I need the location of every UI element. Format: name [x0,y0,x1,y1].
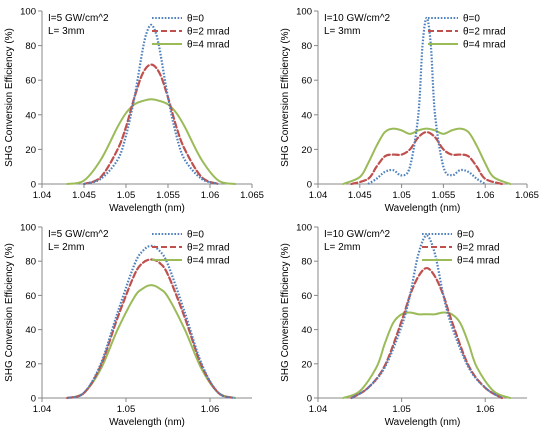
x-tick-label: 1.055 [432,190,456,201]
x-axis-label: Wavelength (nm) [109,417,185,428]
legend-label: θ=2 mrad [187,27,230,38]
x-tick-label: 1.055 [156,190,180,201]
y-tick-label: 20 [25,359,36,370]
panel-annotation: I=5 GW/cm^2 [48,229,109,240]
panel-annotation: L= 2mm [48,242,84,253]
y-tick-label: 40 [25,325,36,336]
chart-panel-3: 0 20 40 60 80 100 1.04 1.05 1.06 Wavelength (nm) S… [4,223,252,428]
legend-label: θ=2 mrad [187,243,230,254]
panel-annotation: L= 3mm [48,26,84,37]
panel-annotation: I=10 GW/cm^2 [324,229,391,240]
series-line-3 [342,311,512,399]
x-tick-label: 1.06 [476,404,495,415]
legend-label: θ=4 mrad [187,40,230,51]
y-axis-label: SHG Conversion Efficiency (%) [4,243,15,382]
panel-annotation: I=10 GW/cm^2 [324,13,391,24]
y-tick-label: 40 [25,110,36,121]
series-line-2 [350,266,504,400]
series-line-2 [66,258,237,400]
y-tick-label: 100 [20,7,36,18]
x-tick-label: 1.06 [476,190,495,201]
series-line-2 [82,63,220,186]
y-axis-label: SHG Conversion Efficiency (%) [280,28,291,167]
x-axis-label: Wavelength (nm) [109,203,185,214]
legend-label: θ=4 mrad [187,256,230,267]
x-tick-label: 1.065 [240,190,264,201]
y-tick-label: 0 [31,180,36,191]
x-tick-label: 1.04 [309,190,328,201]
x-tick-label: 1.045 [348,190,372,201]
series-line-1 [83,23,219,186]
x-tick-label: 1.05 [117,404,136,415]
y-tick-label: 80 [301,257,312,268]
y-tick-label: 100 [296,223,312,234]
x-tick-label: 1.04 [33,190,52,201]
y-tick-label: 0 [31,394,36,405]
y-tick-label: 80 [25,41,36,52]
y-tick-label: 60 [25,291,36,302]
y-axis-label: SHG Conversion Efficiency (%) [280,243,291,382]
y-tick-label: 0 [307,180,312,191]
x-axis-label: Wavelength (nm) [385,417,461,428]
panel-annotation: L= 3mm [324,26,360,37]
panel-annotation: I=5 GW/cm^2 [48,13,109,24]
y-axis-label: SHG Conversion Efficiency (%) [4,28,15,167]
y-tick-label: 0 [307,394,312,405]
series-line-3 [66,284,237,399]
legend-label: θ=0 [187,14,204,25]
x-tick-label: 1.04 [33,404,52,415]
legend-label: θ=4 mrad [457,256,500,267]
y-tick-label: 40 [301,325,312,336]
y-tick-label: 40 [301,110,312,121]
x-tick-label: 1.06 [201,404,220,415]
panel-annotation: L= 2mm [324,242,360,253]
chart-panel-1: 0 20 40 60 80 100 1.04 1.045 1.05 1.055 1.06 1.065 W… [4,7,264,215]
x-tick-label: 1.05 [117,190,136,201]
series-line-3 [342,127,512,185]
y-tick-label: 20 [301,145,312,156]
legend-label: θ=0 [463,14,480,25]
y-tick-label: 60 [25,76,36,87]
y-tick-label: 60 [301,76,312,87]
legend-label: θ=0 [457,230,474,241]
y-tick-label: 100 [20,223,36,234]
series-line-1 [350,234,503,399]
x-tick-label: 1.065 [515,190,539,201]
x-tick-label: 1.06 [201,190,220,201]
series-line-2 [350,130,504,186]
series-line-1 [367,16,486,185]
legend-label: θ=4 mrad [463,40,506,51]
y-tick-label: 60 [301,291,312,302]
y-tick-label: 20 [301,359,312,370]
x-axis-label: Wavelength (nm) [385,203,461,214]
x-tick-label: 1.05 [392,404,411,415]
y-tick-label: 20 [25,145,36,156]
series-line-1 [66,244,236,400]
y-tick-label: 100 [296,7,312,18]
chart-panel-4: 0 20 40 60 80 100 1.04 1.05 1.06 Wavelength (nm) S… [280,223,527,428]
y-tick-label: 80 [25,257,36,268]
legend-label: θ=2 mrad [457,243,500,254]
x-tick-label: 1.045 [72,190,96,201]
y-tick-label: 80 [301,41,312,52]
chart-panel-2: 0 20 40 60 80 100 1.04 1.045 1.05 1.055 1.06 1.065 W… [280,7,539,215]
x-tick-label: 1.05 [392,190,411,201]
legend-label: θ=0 [187,230,204,241]
x-tick-label: 1.04 [309,404,328,415]
legend-label: θ=2 mrad [463,27,506,38]
series-line-3 [66,98,237,185]
